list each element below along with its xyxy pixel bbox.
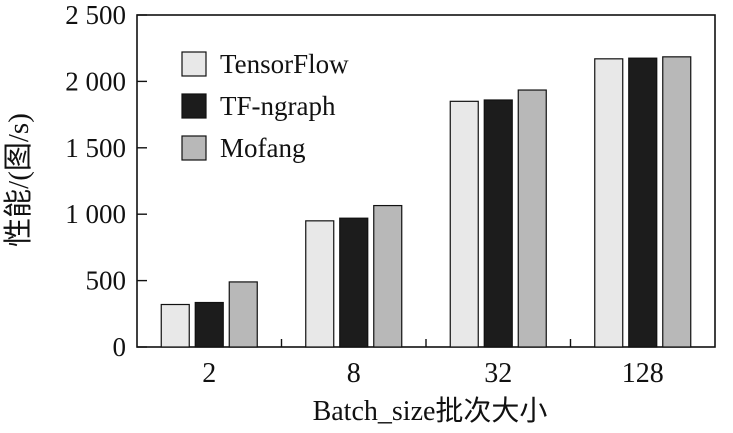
y-axis-group: 0 500 1 000 1 500 2 000 2 500 bbox=[65, 0, 147, 362]
bar bbox=[194, 301, 224, 348]
y-tick-label: 2 500 bbox=[65, 0, 126, 30]
legend-group: TensorFlow TF-ngraph Mofang bbox=[181, 49, 349, 163]
bar bbox=[339, 217, 369, 348]
y-tick-label: 0 bbox=[113, 332, 127, 362]
x-tick-label: 2 bbox=[202, 358, 216, 389]
bar bbox=[594, 58, 624, 348]
legend-swatch bbox=[181, 135, 207, 161]
x-axis-group: 2 8 32 128 bbox=[202, 339, 664, 389]
legend-swatch bbox=[181, 51, 207, 77]
bar bbox=[449, 100, 479, 348]
y-tick-label: 1 000 bbox=[65, 199, 126, 229]
bar bbox=[160, 303, 190, 348]
y-tick-label: 500 bbox=[86, 266, 127, 296]
bar bbox=[228, 281, 258, 348]
bar bbox=[305, 220, 335, 348]
bar bbox=[517, 89, 547, 348]
bars-group bbox=[160, 56, 692, 348]
bar bbox=[662, 56, 692, 348]
y-axis-title: 性能/(图/s) bbox=[2, 113, 35, 247]
bar bbox=[628, 57, 658, 348]
x-tick-label: 32 bbox=[484, 358, 512, 389]
legend-label: TensorFlow bbox=[220, 49, 349, 79]
y-tick-label: 2 000 bbox=[65, 66, 126, 96]
y-tick-label: 1 500 bbox=[65, 133, 126, 163]
bar bbox=[373, 204, 403, 348]
legend-swatch bbox=[181, 93, 207, 119]
legend-label: Mofang bbox=[220, 133, 305, 163]
x-axis-title: Batch_size批次大小 bbox=[313, 395, 548, 427]
x-tick-label: 128 bbox=[622, 358, 664, 389]
legend-label: TF-ngraph bbox=[220, 91, 336, 121]
bar bbox=[483, 99, 513, 348]
x-tick-label: 8 bbox=[347, 358, 361, 389]
